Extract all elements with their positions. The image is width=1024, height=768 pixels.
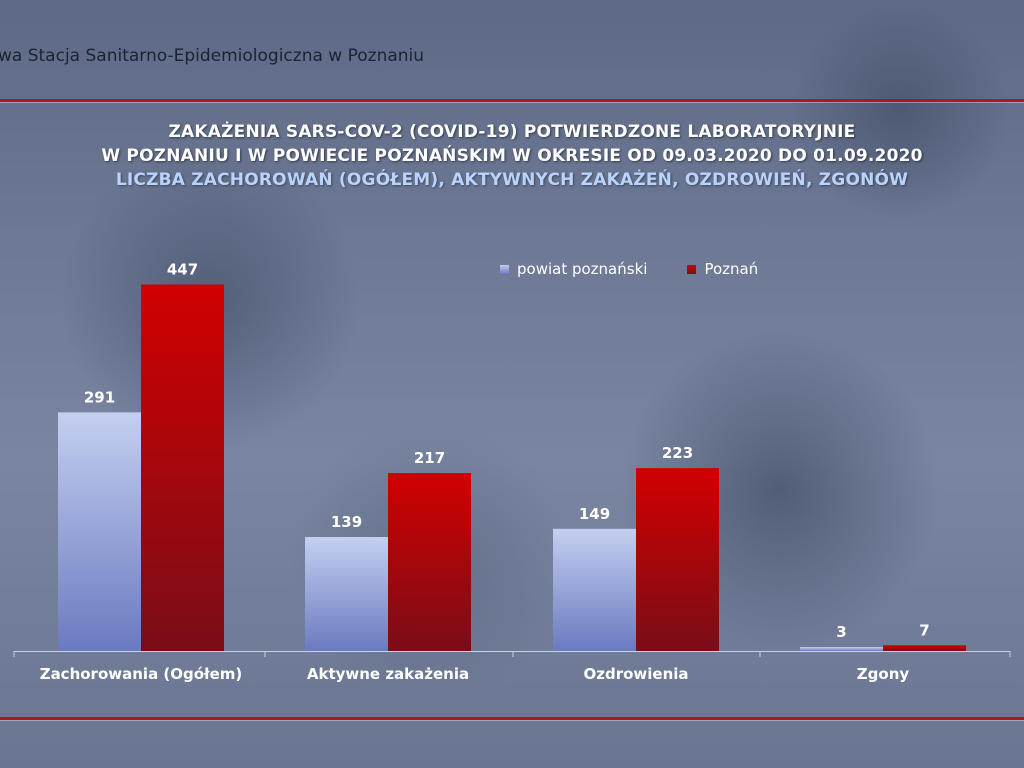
- data-label-powiat-poznanski-ozdrowienia: 149: [579, 505, 610, 523]
- bar-poznan-zgony: [883, 645, 966, 651]
- bar-powiat-poznanski-ozdrowienia: [553, 528, 636, 651]
- bar-poznan-aktywne-zakazenia: [388, 473, 471, 651]
- data-label-poznan-ozdrowienia: 223: [662, 444, 693, 462]
- data-label-powiat-poznanski-zgony: 3: [836, 623, 846, 641]
- chart-subtitle: LICZBA ZACHOROWAŃ (OGÓŁEM), AKTYWNYCH ZA…: [115, 170, 909, 190]
- data-label-poznan-aktywne-zakazenia: 217: [414, 449, 445, 467]
- bar-powiat-poznanski-zachorowania-ogolem: [58, 412, 141, 651]
- bar-poznan-zachorowania-ogolem: [141, 284, 224, 651]
- legend-swatch-poznan: [687, 264, 697, 274]
- legend-label-poznan: Poznań: [704, 260, 759, 278]
- legend-label-powiat: powiat poznański: [517, 260, 648, 278]
- chart-legend: powiat poznański Poznań: [500, 260, 758, 278]
- bottom-divider: [0, 717, 1024, 721]
- data-label-powiat-poznanski-aktywne-zakazenia: 139: [331, 513, 362, 531]
- bar-poznan-ozdrowienia: [636, 468, 719, 651]
- data-label-poznan-zachorowania-ogolem: 447: [167, 260, 198, 278]
- legend-item-powiat: powiat poznański: [500, 260, 647, 278]
- chart-title-line-1: ZAKAŻENIA SARS-COV-2 (COVID-19) POTWIERD…: [168, 122, 856, 142]
- data-label-poznan-zgony: 7: [919, 621, 929, 639]
- data-label-powiat-poznanski-zachorowania-ogolem: 291: [84, 388, 115, 406]
- bar-powiat-poznanski-aktywne-zakazenia: [305, 537, 388, 651]
- x-tick-label-zachorowania-ogolem: Zachorowania (Ogółem): [40, 665, 243, 683]
- legend-swatch-powiat: [500, 264, 509, 274]
- legend-item-poznan: Poznań: [687, 260, 758, 278]
- bar-powiat-poznanski-zgony: [800, 647, 883, 651]
- header-title: wa Stacja Sanitarno-Epidemiologiczna w P…: [0, 46, 425, 66]
- chart-title-line-2: W POZNANIU I W POWIECIE POZNAŃSKIM W OKR…: [101, 146, 923, 166]
- x-tick-label-ozdrowienia: Ozdrowienia: [583, 665, 688, 683]
- chart-titles: ZAKAŻENIA SARS-COV-2 (COVID-19) POTWIERD…: [0, 120, 1024, 192]
- top-divider: [0, 99, 1024, 103]
- x-tick-label-zgony: Zgony: [857, 665, 910, 683]
- x-tick-label-aktywne-zakazenia: Aktywne zakażenia: [307, 665, 469, 683]
